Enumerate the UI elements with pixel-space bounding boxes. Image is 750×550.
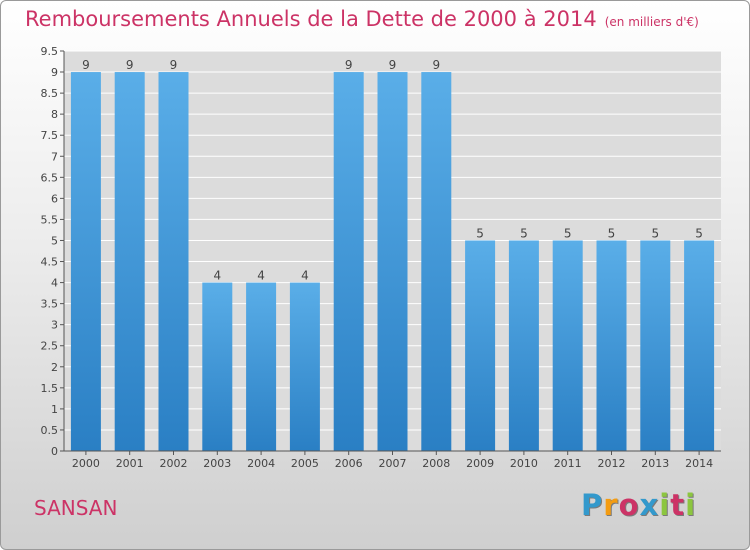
bar-value-label: 5: [608, 226, 616, 240]
logo-letter: i: [685, 488, 697, 522]
y-tick-label: 4: [51, 277, 58, 290]
y-tick-label: 0.5: [41, 424, 59, 437]
bar: [246, 282, 277, 451]
bar-value-label: 9: [170, 58, 178, 72]
x-tick-label: 2003: [203, 457, 231, 470]
y-tick-label: 5: [51, 234, 58, 247]
chart-unit: (en milliers d'€): [604, 15, 699, 29]
y-tick-label: 2.5: [41, 340, 59, 353]
bar-value-label: 9: [345, 58, 353, 72]
x-tick-label: 2006: [335, 457, 363, 470]
bar-value-label: 5: [476, 226, 484, 240]
bar: [596, 240, 627, 451]
x-tick-label: 2004: [247, 457, 275, 470]
bar: [377, 72, 408, 451]
bar: [202, 282, 233, 451]
x-tick-label: 2013: [641, 457, 669, 470]
x-tick-label: 2009: [466, 457, 494, 470]
logo-letter: P: [581, 488, 604, 522]
x-tick-label: 2012: [598, 457, 626, 470]
bar: [333, 72, 364, 451]
y-tick-label: 9.5: [41, 45, 59, 58]
bar-value-label: 5: [651, 226, 659, 240]
bar: [421, 72, 452, 451]
chart-title: Remboursements Annuels de la Dette de 20…: [25, 7, 597, 31]
y-tick-label: 8: [51, 108, 58, 121]
bar-value-label: 5: [520, 226, 528, 240]
bar-value-label: 4: [213, 269, 221, 283]
bar-value-label: 9: [432, 58, 440, 72]
axes: 0 0.5 1 1.5 2 2.5 3 3.5 4 4.5 5 5.5 6 6.5 7 7.5 8 8.5 9 9.5…: [41, 45, 721, 470]
y-tick-label: 0: [51, 445, 58, 458]
bar-value-label: 9: [389, 58, 397, 72]
y-tick-label: 3.5: [41, 298, 59, 311]
y-tick-label: 1.5: [41, 382, 59, 395]
bar: [640, 240, 671, 451]
x-tick-label: 2011: [554, 457, 582, 470]
y-tick-label: 1: [51, 403, 58, 416]
x-tick-label: 2001: [116, 457, 144, 470]
bar-value-label: 9: [82, 58, 90, 72]
y-tick-label: 9: [51, 66, 58, 79]
bar: [552, 240, 583, 451]
logo-letter: t: [670, 488, 686, 522]
y-tick-label: 4.5: [41, 256, 59, 269]
x-tick-label: 2005: [291, 457, 319, 470]
y-tick-label: 8.5: [41, 87, 59, 100]
bar-value-label: 4: [301, 269, 309, 283]
bar: [684, 240, 715, 451]
x-tick-label: 2008: [422, 457, 450, 470]
x-tick-label: 2014: [685, 457, 713, 470]
logo-letter: x: [639, 488, 660, 522]
y-tick-label: 2: [51, 361, 58, 374]
bar: [114, 72, 145, 451]
logo-letter: r: [603, 488, 619, 522]
proxiti-logo: Proxiti: [581, 488, 696, 522]
y-tick-label: 5.5: [41, 213, 59, 226]
logo-letter: i: [659, 488, 671, 522]
bars: 9 9 9 4 4 4 9 9 9 5 5 5 5 5 5: [70, 58, 715, 451]
y-tick-label: 7: [51, 150, 58, 163]
bar: [465, 240, 496, 451]
y-tick-label: 6: [51, 192, 58, 205]
y-tick-label: 3: [51, 319, 58, 332]
x-tick-label: 2010: [510, 457, 538, 470]
bar: [289, 282, 320, 451]
bar: [158, 72, 189, 451]
x-tick-label: 2007: [379, 457, 407, 470]
bar-value-label: 5: [695, 226, 703, 240]
x-tick-label: 2002: [160, 457, 188, 470]
y-tick-label: 6.5: [41, 171, 59, 184]
x-tick-label: 2000: [72, 457, 100, 470]
logo-letter: o: [618, 488, 640, 522]
chart-title-row: Remboursements Annuels de la Dette de 20…: [25, 7, 699, 31]
bar: [508, 240, 539, 451]
bar-value-label: 9: [126, 58, 134, 72]
bar: [70, 72, 101, 451]
y-tick-label: 7.5: [41, 129, 59, 142]
bar-value-label: 4: [257, 269, 265, 283]
commune-name: SANSAN: [34, 496, 118, 520]
bar-value-label: 5: [564, 226, 572, 240]
